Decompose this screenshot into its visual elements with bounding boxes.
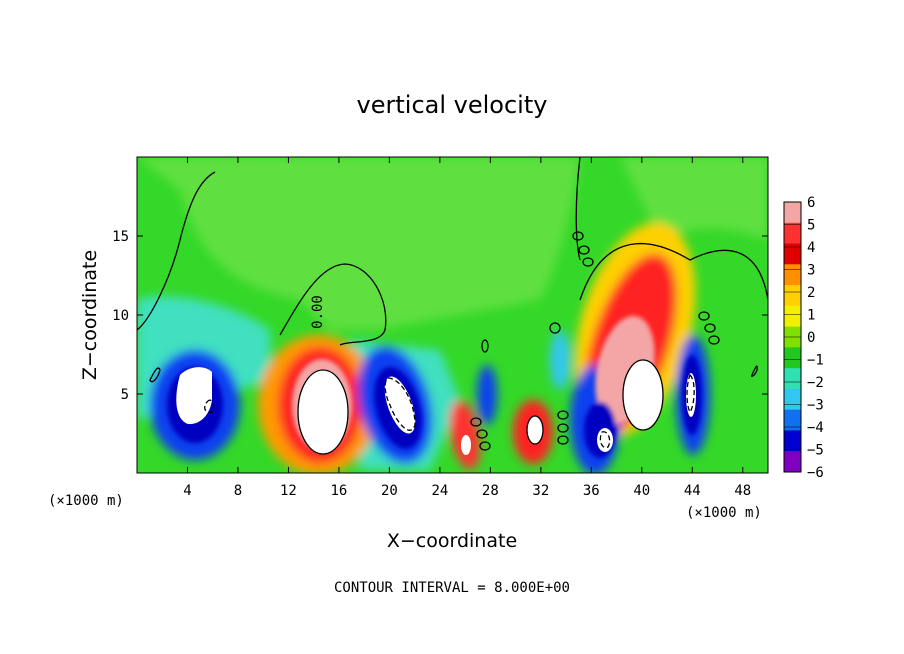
x-tick-label: 40 <box>633 483 650 499</box>
colorbar-swatch <box>784 264 801 286</box>
colorbar-swatch <box>784 451 801 473</box>
white-core-26 <box>461 435 471 455</box>
contour-small-6 <box>698 311 710 321</box>
contour-small-1 <box>572 231 584 241</box>
colorbar-tick-label: 4 <box>807 240 815 256</box>
x-axis-label: X−coordinate <box>387 530 517 552</box>
colorbar-swatch <box>784 305 801 328</box>
x-tick-label: 48 <box>734 483 751 499</box>
contour-label: 0.00 <box>310 295 326 329</box>
colorbar-tick-label: 1 <box>807 308 815 324</box>
x-tick-label: 12 <box>280 483 297 499</box>
contour-right-wave <box>750 365 758 377</box>
field-red-26 <box>449 400 481 470</box>
field-light-green <box>137 157 580 330</box>
contour-interval-note: CONTOUR INTERVAL = 8.000E+00 <box>334 580 570 596</box>
contour-left-wave <box>149 367 161 383</box>
contour-small-4 <box>549 322 561 334</box>
y-axis-label: Z−coordinate <box>79 250 101 380</box>
x-unit-right: (×1000 m) <box>686 505 762 521</box>
contour-core-40 <box>622 359 664 431</box>
contour-small-12 <box>557 410 569 420</box>
colorbar-swatch <box>784 202 801 224</box>
contour-small-11 <box>479 441 491 451</box>
chart-title: vertical velocity <box>357 91 548 119</box>
colorbar-swatch <box>784 368 801 390</box>
contour-zero-d <box>579 243 768 301</box>
white-cores <box>176 360 696 455</box>
x-tick-label: 24 <box>431 483 448 499</box>
field-blue-29 <box>477 365 497 425</box>
x-unit-left: (×1000 m) <box>48 493 124 509</box>
x-tick-label: 36 <box>583 483 600 499</box>
colorbar-swatch <box>784 430 801 452</box>
colorbar-swatch <box>784 243 801 265</box>
x-tick-label: 16 <box>330 483 347 499</box>
contour-small-7 <box>704 323 716 333</box>
x-tick-label: 4 <box>183 483 191 499</box>
contour-small-10 <box>476 429 488 439</box>
colorbar-tick-label: 3 <box>807 263 815 279</box>
core-darkblue-36 <box>584 402 616 458</box>
x-tick-label: 28 <box>482 483 499 499</box>
colorbar-tick-label: −1 <box>807 353 824 369</box>
colorbar-tick-label: 0 <box>807 330 815 346</box>
white-core-40 <box>623 360 663 430</box>
x-ticks: 4 8 12 16 20 24 28 32 36 40 44 48 <box>183 157 751 499</box>
z-tick-label: 5 <box>121 387 129 403</box>
contour-zero-b <box>279 263 387 346</box>
contour-small-9 <box>470 417 482 427</box>
colorbar-tick-label: 2 <box>807 285 815 301</box>
contour-lines <box>137 157 768 455</box>
colorbar-tick-label: −2 <box>807 375 824 391</box>
white-core-20 <box>384 376 416 434</box>
contour-small-3 <box>582 257 594 267</box>
colorbar: 6 5 4 3 2 1 0 −1 −2 −3 −4 −5 −6 <box>783 195 824 481</box>
contour-small-2 <box>578 245 590 255</box>
colorbar-tick-label: −4 <box>807 420 824 436</box>
z-tick-label: 15 <box>112 229 129 245</box>
white-core-15 <box>298 370 348 454</box>
x-tick-label: 32 <box>532 483 549 499</box>
colorbar-tick-label: 6 <box>807 195 815 211</box>
contour-neg-5 <box>204 399 215 414</box>
white-core-5 <box>176 367 212 425</box>
z-ticks: 5 10 15 <box>112 229 768 403</box>
colorbar-swatch <box>784 347 801 369</box>
contour-zero-c <box>575 157 581 261</box>
x-tick-label: 20 <box>381 483 398 499</box>
colorbar-tick-label: −5 <box>807 443 824 459</box>
contour-small-5 <box>481 339 489 353</box>
z-tick-label: 10 <box>112 308 129 324</box>
contour-neg-44 <box>686 373 695 414</box>
colorbar-swatch <box>784 285 801 307</box>
contour-small-13 <box>557 423 569 433</box>
contour-core-15 <box>297 369 349 455</box>
x-tick-label: 8 <box>234 483 242 499</box>
contour-neg-36 <box>599 431 611 449</box>
contour-small-14 <box>557 435 569 445</box>
colorbar-tick-label: −3 <box>807 398 824 414</box>
field-blue-34 <box>550 330 570 390</box>
colorbar-tick-label: −6 <box>807 465 824 481</box>
field-light-green-right <box>620 157 768 240</box>
contour-small-8 <box>708 335 720 345</box>
plot-area: 0.00 <box>137 157 768 473</box>
x-tick-label: 44 <box>684 483 701 499</box>
colorbar-swatch <box>784 222 801 245</box>
contour-core-31 <box>526 415 544 445</box>
contour-zero-a <box>137 171 216 331</box>
white-core-31 <box>527 416 543 444</box>
colorbar-swatch <box>784 388 801 411</box>
colorbar-tick-label: 5 <box>807 218 815 234</box>
colorbar-swatch <box>784 409 801 431</box>
contour-neg-20 <box>384 377 416 431</box>
